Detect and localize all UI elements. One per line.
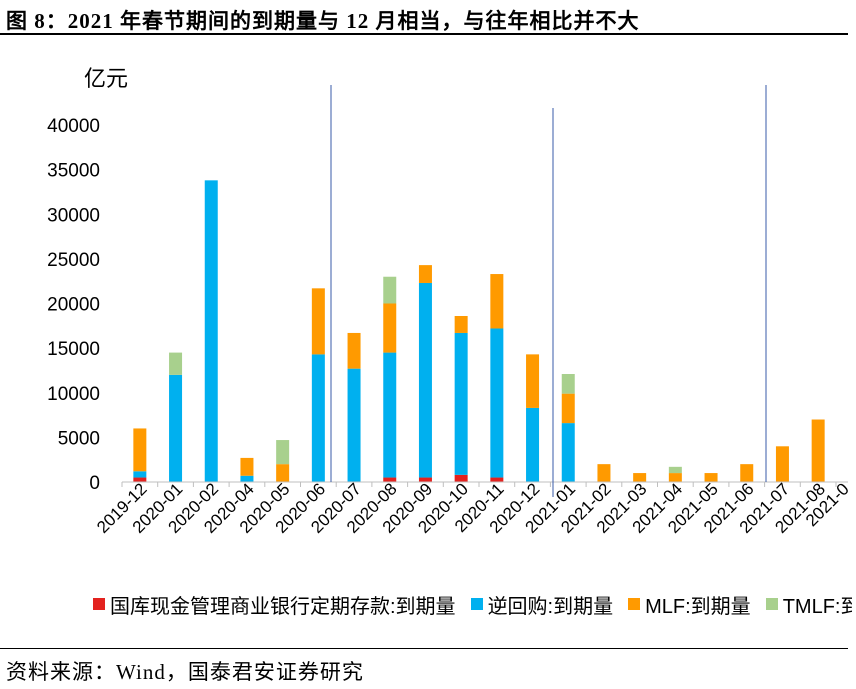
bars <box>133 180 825 482</box>
bar-segment <box>276 464 290 482</box>
bar-segment <box>561 393 575 424</box>
y-tick-label: 0 <box>89 473 100 494</box>
period-marker-lines <box>330 85 767 497</box>
y-tick-label: 20000 <box>47 295 100 316</box>
bar-segment <box>240 457 254 476</box>
source-note: 资料来源：Wind，国泰君安证券研究 <box>6 660 364 684</box>
bar-segment <box>347 368 361 482</box>
bar-segment <box>418 282 432 478</box>
bar-segment <box>169 374 183 482</box>
bar-segment <box>311 288 325 355</box>
y-tick-label: 15000 <box>47 339 100 360</box>
bar-segment <box>240 475 254 482</box>
bar-segment <box>490 328 504 478</box>
bar-segment <box>454 332 468 475</box>
legend-item-treasury-deposit: 国库现金管理商业银行定期存款:到期量 <box>90 591 456 617</box>
x-axis-ticks <box>121 482 837 487</box>
y-tick-label: 10000 <box>47 384 100 405</box>
legend: 国库现金管理商业银行定期存款:到期量 逆回购:到期量 MLF:到期量 TMLF:… <box>90 591 852 617</box>
y-tick-label: 40000 <box>47 116 100 137</box>
bar-segment <box>775 446 789 482</box>
bar-segment <box>418 265 432 283</box>
legend-label: MLF:到期量 <box>645 595 751 618</box>
y-tick-label: 35000 <box>47 161 100 182</box>
bar-segment <box>740 464 754 482</box>
y-tick-label: 25000 <box>47 250 100 271</box>
bar-segment <box>490 274 504 329</box>
bar-segment <box>383 352 397 478</box>
bar-segment <box>454 316 468 333</box>
bar-segment <box>633 473 647 482</box>
x-axis-labels: 2019-122020-012020-022020-042020-052020-… <box>93 479 853 537</box>
bar-segment <box>383 276 397 304</box>
bar-segment <box>668 473 682 482</box>
bar-segment <box>811 419 825 482</box>
bar-segment <box>561 423 575 482</box>
bar-segment <box>383 477 397 482</box>
bar-segment <box>133 428 147 472</box>
stacked-bar-chart: 亿元 0 5000 10000 15000 20000 25000 30000 35000 40… <box>47 66 853 537</box>
legend-swatch <box>93 598 105 610</box>
legend-swatch <box>628 598 641 610</box>
legend-label: TMLF:到 <box>782 595 852 618</box>
bar-segment <box>383 303 397 353</box>
source-divider <box>0 648 848 649</box>
legend-swatch <box>470 598 483 610</box>
bar-segment <box>169 352 183 375</box>
legend-swatch <box>765 598 778 610</box>
bar-segment <box>490 477 504 482</box>
y-axis-ticks: 0 5000 10000 15000 20000 25000 30000 35000 40000 <box>47 116 100 494</box>
bar-segment <box>204 180 218 482</box>
legend-item-mlf: MLF:到期量 <box>625 591 751 617</box>
legend-item-tmlf: TMLF:到 <box>763 591 852 617</box>
legend-label: 逆回购:到期量 <box>487 595 614 618</box>
bar-segment <box>418 477 432 482</box>
y-unit-label: 亿元 <box>84 66 128 91</box>
bar-segment <box>597 464 611 482</box>
bar-segment <box>526 354 540 408</box>
bar-segment <box>311 354 325 482</box>
bar-segment <box>276 440 290 465</box>
legend-label: 国库现金管理商业银行定期存款:到期量 <box>110 595 456 618</box>
bar-segment <box>454 474 468 482</box>
bar-segment <box>347 332 361 369</box>
y-tick-label: 5000 <box>58 428 100 449</box>
y-tick-label: 30000 <box>47 205 100 226</box>
bar-segment <box>668 466 682 474</box>
figure-title: 图 8：2021 年春节期间的到期量与 12 月相当，与往年相比并不大 <box>6 9 640 33</box>
bar-segment <box>561 374 575 394</box>
title-divider <box>0 33 848 35</box>
bar-segment <box>133 471 147 478</box>
bar-segment <box>704 473 718 482</box>
bar-segment <box>133 477 147 482</box>
bar-segment <box>526 407 540 482</box>
legend-item-reverse-repo: 逆回购:到期量 <box>468 591 614 618</box>
